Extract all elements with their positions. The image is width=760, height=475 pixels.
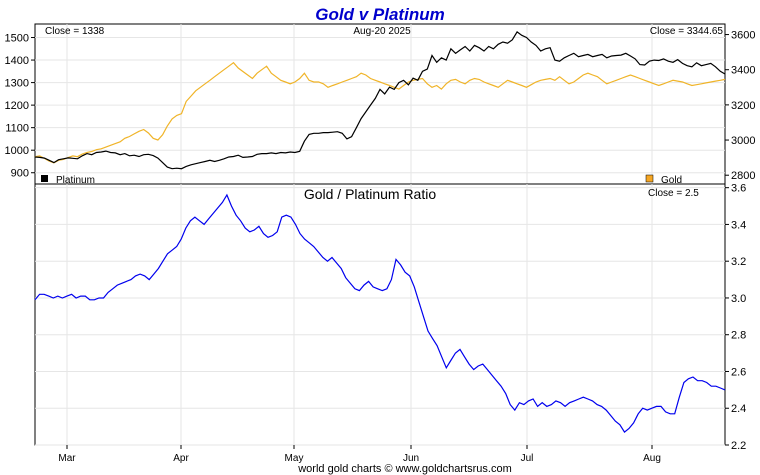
ratio-tick-label: 3.4 xyxy=(731,219,746,231)
ratio-tick-label: 2.2 xyxy=(731,440,746,452)
left-tick-label: 1500 xyxy=(5,33,29,45)
ratio-title: Gold / Platinum Ratio xyxy=(304,186,436,202)
left-tick-label: 1300 xyxy=(5,78,29,90)
right-close-label: Close = 3344.65 xyxy=(650,26,724,37)
ratio-close-label: Close = 2.5 xyxy=(648,188,699,199)
ratio-tick-label: 3.0 xyxy=(731,293,746,305)
price-left-axis: 900 1000 1100 1200 1300 1400 1500 xyxy=(5,33,35,180)
ratio-tick-label: 2.6 xyxy=(731,366,746,378)
right-tick-label: 3400 xyxy=(731,65,755,77)
ratio-tick-label: 2.4 xyxy=(731,403,746,415)
platinum-legend-swatch xyxy=(41,175,48,182)
left-tick-label: 1100 xyxy=(5,123,29,135)
ratio-right-axis: 2.2 2.4 2.6 2.8 3.0 3.2 3.4 3.6 xyxy=(725,183,746,452)
chart-title: Gold v Platinum xyxy=(315,5,444,24)
footer-credit: world gold charts © www.goldchartsrus.co… xyxy=(297,463,512,475)
price-panel: 900 1000 1100 1200 1300 1400 1500 2800 3000 3200… xyxy=(5,23,755,186)
ratio-tick-label: 3.2 xyxy=(731,256,746,268)
month-tick-label: Jul xyxy=(521,453,534,464)
right-tick-label: 3000 xyxy=(731,135,755,147)
ratio-series-line xyxy=(34,193,726,433)
right-tick-label: 3600 xyxy=(731,30,755,42)
gold-legend-label: Gold xyxy=(661,175,682,186)
price-grid xyxy=(35,24,725,184)
ratio-tick-label: 2.8 xyxy=(731,330,746,342)
ratio-panel-frame xyxy=(34,183,726,446)
ratio-grid xyxy=(35,184,725,446)
left-tick-label: 900 xyxy=(11,168,29,180)
gold-legend-swatch xyxy=(645,174,654,183)
price-panel-frame xyxy=(34,23,726,185)
left-tick-label: 1000 xyxy=(5,145,29,157)
platinum-series-line xyxy=(34,31,726,170)
price-right-axis: 2800 3000 3200 3400 3600 xyxy=(725,30,755,182)
month-tick-label: Jun xyxy=(403,453,419,464)
x-axis-months: Mar Apr May Jun Jul Aug xyxy=(58,445,661,464)
platinum-legend-label: Platinum xyxy=(56,175,95,186)
month-tick-label: Aug xyxy=(643,453,661,464)
left-close-label: Close = 1338 xyxy=(45,26,105,37)
left-tick-label: 1200 xyxy=(5,100,29,112)
ratio-tick-label: 3.6 xyxy=(731,183,746,195)
gold-series-line xyxy=(34,61,726,164)
left-tick-label: 1400 xyxy=(5,55,29,67)
month-tick-label: May xyxy=(285,453,304,464)
right-tick-label: 3200 xyxy=(731,100,755,112)
month-tick-label: Mar xyxy=(58,453,76,464)
right-tick-label: 2800 xyxy=(731,170,755,182)
month-tick-label: Apr xyxy=(173,453,189,464)
ratio-panel: 2.2 2.4 2.6 2.8 3.0 3.2 3.4 3.6 Gold / Platinum… xyxy=(34,183,746,452)
date-label: Aug-20 2025 xyxy=(353,26,411,37)
